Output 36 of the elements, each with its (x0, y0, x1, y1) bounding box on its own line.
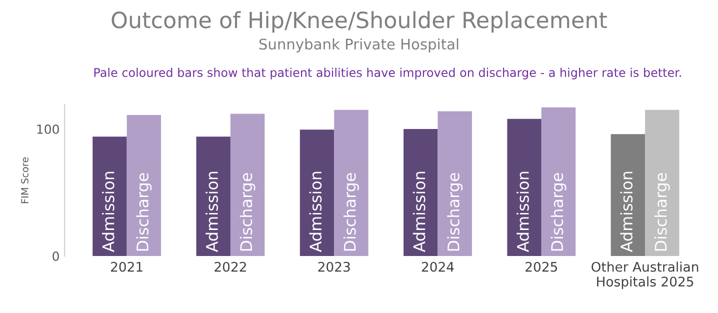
bar (334, 110, 368, 256)
text: Discharge (654, 173, 670, 251)
text: Admission (309, 172, 322, 252)
x-tick-label: 2021 (110, 262, 142, 272)
chart-title: Outcome of Hip/Knee/Shoulder Replacement (112, 11, 607, 33)
series-label: Admission (102, 172, 114, 252)
y-tick-label: 100 (37, 124, 59, 134)
text: Discharge (447, 173, 463, 251)
x-tick-label: 2024 (422, 262, 454, 272)
x-tick-label: Other Australian Hospitals 2025 (592, 262, 698, 290)
bar (92, 136, 127, 256)
bar (541, 107, 576, 256)
bar (404, 128, 438, 256)
series-label: Discharge (136, 173, 152, 251)
text: Pale coloured bars show that patient abilities have improved on discharge - a higher rate is better. (94, 68, 681, 80)
bar (126, 115, 162, 256)
x-tick-label: 2023 (318, 262, 350, 272)
chart-subtitle: Sunnybank Private Hospital (259, 38, 458, 52)
bar (230, 114, 265, 256)
bar (610, 134, 646, 256)
text: Discharge (343, 173, 359, 251)
bar (438, 111, 472, 256)
y-tick-label: 0 (52, 252, 59, 261)
text: Discharge (240, 173, 256, 251)
text: Admission (206, 172, 218, 252)
x-tick-label: 2025 (526, 262, 558, 272)
text: Admission (620, 172, 633, 252)
text: Admission (516, 172, 529, 252)
x-tick-label: 2022 (214, 262, 246, 272)
bar (196, 136, 230, 256)
bar (300, 130, 334, 256)
y-axis-title: FIM Score (21, 157, 28, 204)
bar (645, 110, 680, 256)
bar (507, 118, 542, 256)
text: Admission (412, 172, 426, 252)
text: Discharge (550, 173, 566, 251)
